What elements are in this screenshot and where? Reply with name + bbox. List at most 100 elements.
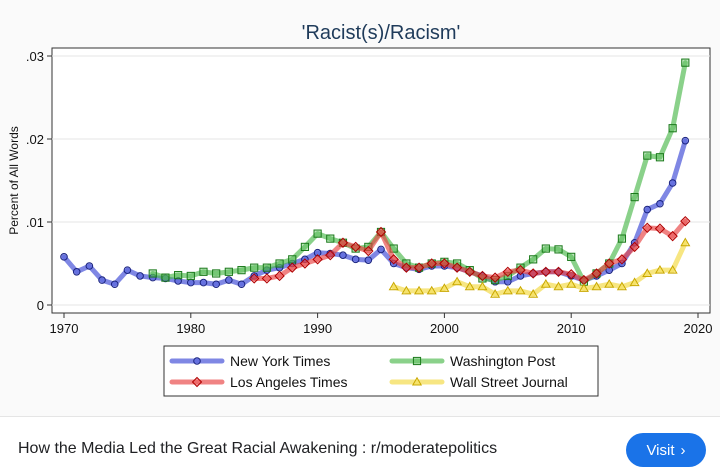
data-point-wall-street-journal	[553, 281, 564, 291]
data-point-wall-street-journal	[452, 276, 463, 286]
x-tick-label: 1980	[176, 321, 205, 336]
y-tick-label: .03	[26, 49, 44, 64]
data-point-washington-post	[313, 229, 322, 238]
chart-image[interactable]: 'Racist(s)/Racism' 0 .01 .02 .03 1970 1980 1990…	[0, 0, 720, 417]
y-tick-label: .02	[26, 132, 44, 147]
data-point-los-angeles-times	[287, 262, 298, 273]
data-point-los-angeles-times	[604, 258, 615, 269]
data-point-los-angeles-times	[616, 254, 628, 265]
data-point-los-angeles-times	[299, 258, 311, 269]
data-point-new-york-times	[199, 278, 208, 287]
visit-button-label: Visit	[646, 441, 675, 459]
data-point-washington-post	[186, 271, 195, 281]
data-point-los-angeles-times	[489, 272, 501, 283]
data-point-wall-street-journal	[654, 264, 666, 274]
data-point-washington-post	[275, 259, 284, 268]
data-point-washington-post	[541, 244, 550, 253]
data-point-new-york-times	[136, 272, 144, 280]
data-point-los-angeles-times	[312, 254, 323, 265]
data-point-washington-post	[212, 269, 221, 278]
data-point-wall-street-journal	[629, 277, 640, 287]
data-point-washington-post	[224, 267, 233, 276]
data-point-washington-post	[529, 255, 538, 264]
data-point-washington-post	[199, 267, 208, 276]
data-point-washington-post	[326, 234, 335, 243]
data-point-los-angeles-times	[515, 264, 526, 276]
series-los-angeles-times	[248, 215, 691, 286]
data-point-los-angeles-times	[477, 270, 488, 282]
data-point-wall-street-journal	[426, 285, 437, 295]
data-point-wall-street-journal	[604, 279, 615, 288]
data-point-washington-post	[250, 263, 259, 272]
data-point-new-york-times	[225, 276, 233, 284]
data-point-los-angeles-times	[401, 262, 412, 273]
data-point-wall-street-journal	[528, 289, 539, 298]
y-axis-label: Percent of All Words	[7, 126, 21, 235]
data-point-wall-street-journal	[591, 281, 602, 291]
data-point-washington-post	[681, 58, 690, 67]
series-wall-street-journal	[388, 237, 691, 298]
data-point-los-angeles-times	[388, 254, 399, 265]
data-point-wall-street-journal	[490, 289, 501, 298]
data-point-new-york-times	[72, 268, 81, 276]
data-point-los-angeles-times	[667, 230, 678, 242]
data-point-los-angeles-times	[248, 273, 260, 284]
data-point-wall-street-journal	[515, 285, 526, 295]
legend-box	[163, 345, 599, 397]
data-point-los-angeles-times	[261, 273, 273, 284]
legend-marker	[191, 376, 203, 388]
result-caption[interactable]: How the Media Led the Great Racial Awake…	[18, 440, 498, 457]
data-point-new-york-times	[187, 278, 195, 287]
x-tick-label: 2020	[684, 321, 713, 336]
legend-label: Wall Street Journal	[450, 374, 568, 390]
data-point-washington-post	[554, 245, 563, 254]
data-point-los-angeles-times	[426, 258, 437, 269]
data-point-new-york-times	[237, 280, 246, 289]
data-point-new-york-times	[85, 262, 94, 270]
data-point-new-york-times	[339, 251, 347, 259]
data-point-washington-post	[288, 255, 297, 264]
data-point-wall-street-journal	[566, 279, 577, 288]
legend: New York Times Washington Post Los Angeles…	[163, 345, 599, 397]
data-point-washington-post	[237, 266, 246, 275]
data-point-wall-street-journal	[502, 285, 513, 295]
x-tick-label: 2010	[557, 321, 586, 336]
data-point-wall-street-journal	[413, 285, 425, 295]
data-point-los-angeles-times	[350, 241, 361, 253]
y-tick-label: .01	[26, 215, 44, 230]
data-point-los-angeles-times	[439, 258, 450, 269]
visit-button[interactable]: Visit ›	[626, 433, 706, 467]
data-point-wall-street-journal	[578, 283, 589, 292]
data-point-washington-post	[262, 263, 271, 272]
data-point-new-york-times	[110, 280, 119, 289]
data-point-new-york-times	[643, 205, 652, 214]
data-point-washington-post	[643, 151, 652, 160]
x-tick-label: 1970	[50, 321, 79, 336]
data-point-washington-post	[161, 273, 170, 282]
data-point-new-york-times	[377, 245, 385, 254]
series-line-los-angeles-times	[251, 218, 688, 283]
data-point-wall-street-journal	[616, 281, 627, 291]
chart-title: 'Racist(s)/Racism'	[302, 22, 461, 44]
data-point-wall-street-journal	[477, 281, 488, 291]
data-point-los-angeles-times	[337, 237, 349, 248]
legend-marker	[412, 356, 422, 366]
data-point-wall-street-journal	[667, 264, 678, 274]
data-point-los-angeles-times	[642, 222, 653, 234]
data-point-new-york-times	[681, 136, 690, 145]
data-point-washington-post	[300, 242, 310, 252]
data-point-new-york-times	[364, 256, 373, 264]
data-point-los-angeles-times	[451, 262, 463, 273]
data-point-new-york-times	[668, 179, 677, 187]
data-point-los-angeles-times	[502, 266, 514, 278]
data-point-los-angeles-times	[375, 226, 387, 238]
data-point-los-angeles-times	[591, 268, 602, 279]
data-point-los-angeles-times	[540, 266, 552, 278]
data-point-new-york-times	[351, 255, 360, 264]
line-chart: 'Racist(s)/Racism' 0 .01 .02 .03 1970 1980 1990…	[7, 22, 713, 397]
chevron-right-icon: ›	[680, 441, 686, 459]
data-point-wall-street-journal	[540, 279, 551, 288]
data-point-los-angeles-times	[325, 249, 336, 261]
data-point-wall-street-journal	[401, 285, 412, 295]
